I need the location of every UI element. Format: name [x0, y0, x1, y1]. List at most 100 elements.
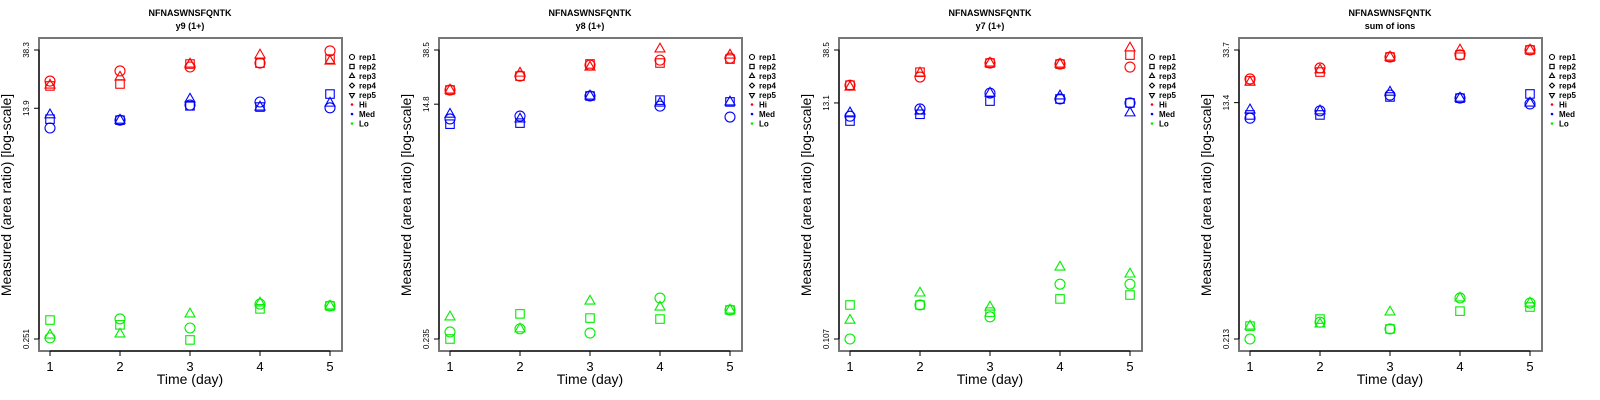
legend-circle-icon — [748, 53, 756, 61]
data-point-lo-rep3 — [184, 307, 196, 318]
legend-label: rep3 — [1559, 72, 1576, 81]
data-point-lo-rep1 — [984, 311, 996, 323]
data-point-hi-rep2 — [115, 79, 125, 89]
data-point-med-rep2 — [845, 116, 855, 126]
chart-panel: NFNASWNSFQNTK y9 (1+) 1 2 3 4 5 0.251 13.9 38.3 Ti… — [0, 0, 400, 400]
data-point-hi-rep3 — [654, 42, 666, 53]
legend-label: rep5 — [1159, 91, 1176, 100]
data-point-hi-rep1 — [1244, 73, 1256, 85]
data-point-med-rep3 — [914, 104, 926, 115]
y-tick-label: 14.8 — [422, 96, 431, 112]
x-tick-label: 2 — [916, 359, 923, 374]
data-point-hi-rep2 — [585, 59, 595, 69]
data-point-med-rep1 — [444, 113, 456, 125]
data-point-med-rep2 — [725, 97, 735, 107]
legend-med-dot-icon — [350, 112, 354, 116]
legend-med-dot-icon — [1550, 112, 1554, 116]
legend-label: rep3 — [359, 72, 376, 81]
data-point-lo-rep3 — [114, 327, 126, 338]
data-point-lo-rep3 — [584, 294, 596, 305]
data-point-lo-rep2 — [655, 314, 665, 324]
data-point-lo-rep1 — [254, 298, 266, 310]
chart-title: NFNASWNSFQNTK — [149, 8, 232, 18]
data-point-hi-rep3 — [914, 66, 926, 77]
data-point-lo-rep1 — [844, 333, 856, 345]
y-axis-label: Measured (area ratio) [log-scale] — [398, 94, 414, 296]
legend-label: rep4 — [359, 82, 376, 91]
data-point-lo-rep2 — [1125, 290, 1135, 300]
data-point-med-rep3 — [44, 107, 56, 119]
data-point-lo-rep3 — [1314, 317, 1326, 328]
data-point-lo-rep2 — [845, 300, 855, 310]
data-point-hi-rep3 — [724, 48, 736, 59]
data-point-med-rep3 — [324, 96, 336, 107]
legend-lo-dot-icon — [1550, 122, 1554, 125]
data-point-med-rep3 — [1384, 85, 1396, 96]
x-tick-label: 3 — [986, 359, 993, 374]
legend-diamond-icon — [348, 82, 356, 89]
legend-triangle-up-icon — [1548, 72, 1556, 79]
data-point-lo-rep1 — [184, 322, 196, 334]
legend-square-icon — [749, 63, 755, 70]
x-axis-label: Time (day) — [957, 371, 1023, 387]
data-point-hi-rep2 — [1055, 59, 1065, 69]
data-point-hi-rep2 — [1455, 50, 1465, 60]
legend-label: Med — [759, 110, 775, 119]
data-point-med-rep1 — [44, 122, 56, 134]
data-point-med-rep2 — [515, 118, 525, 128]
data-point-hi-rep3 — [1384, 50, 1396, 61]
legend-label: Lo — [359, 120, 369, 129]
data-point-med-rep3 — [1054, 89, 1066, 100]
data-point-hi-rep3 — [1124, 41, 1136, 52]
data-point-med-rep3 — [1314, 104, 1326, 115]
data-point-med-rep3 — [514, 112, 526, 123]
data-point-med-rep1 — [1524, 98, 1536, 110]
legend-label: rep3 — [1159, 72, 1176, 81]
chart-subtitle: y8 (1+) — [576, 21, 605, 31]
data-point-lo-rep1 — [114, 313, 126, 325]
legend-lo-dot-icon — [1150, 122, 1154, 125]
x-axis-label: Time (day) — [157, 371, 223, 387]
legend-hi-dot-icon — [1550, 103, 1554, 106]
data-point-lo-rep1 — [444, 326, 456, 338]
plot-frame — [838, 37, 1143, 352]
data-point-hi-rep1 — [1454, 49, 1466, 61]
chart-subtitle: y9 (1+) — [176, 21, 205, 31]
y-axis-label: Measured (area ratio) [log-scale] — [798, 94, 814, 296]
y-axis-label: Measured (area ratio) [log-scale] — [1198, 94, 1214, 296]
data-point-med-rep3 — [444, 107, 456, 118]
chart-title: NFNASWNSFQNTK — [949, 8, 1032, 18]
legend-square-icon — [1149, 63, 1155, 70]
chart-panel: NFNASWNSFQNTK y8 (1+) 1 2 3 4 5 0.235 14.8 38.5 Ti… — [398, 0, 800, 400]
legend-label: Lo — [1559, 120, 1569, 129]
legend-circle-icon — [1148, 53, 1156, 61]
data-point-lo-rep2 — [725, 305, 735, 315]
x-tick-label: 1 — [1246, 359, 1253, 374]
legend-circle-icon — [348, 53, 356, 61]
legend-triangle-up-icon — [748, 72, 756, 79]
legend-label: Med — [359, 110, 375, 119]
data-point-med-rep3 — [1454, 91, 1466, 102]
data-point-med-rep1 — [254, 96, 266, 108]
data-point-hi-rep2 — [185, 59, 195, 69]
y-tick-label: 13.4 — [1222, 94, 1231, 110]
data-point-hi-rep1 — [654, 54, 666, 66]
data-point-lo-rep2 — [1455, 306, 1465, 316]
data-point-lo-rep3 — [324, 299, 336, 310]
legend-label: rep4 — [1159, 82, 1176, 91]
data-point-med-rep3 — [654, 96, 666, 107]
x-tick-label: 4 — [256, 359, 263, 374]
legend-diamond-icon — [1148, 82, 1156, 89]
data-point-hi-rep2 — [445, 85, 455, 95]
data-point-lo-rep3 — [1054, 260, 1066, 271]
data-point-med-rep2 — [585, 91, 595, 101]
y-tick-label: 38.5 — [822, 42, 831, 58]
x-tick-label: 5 — [1126, 359, 1133, 374]
legend-med-dot-icon — [750, 112, 754, 116]
data-point-med-rep2 — [1245, 110, 1255, 120]
chart-subtitle: y7 (1+) — [976, 21, 1005, 31]
legend-label: rep1 — [759, 53, 776, 62]
data-point-lo-rep1 — [654, 292, 666, 304]
y-tick-label: 0.107 — [822, 328, 831, 349]
legend-label: Hi — [1159, 101, 1167, 110]
